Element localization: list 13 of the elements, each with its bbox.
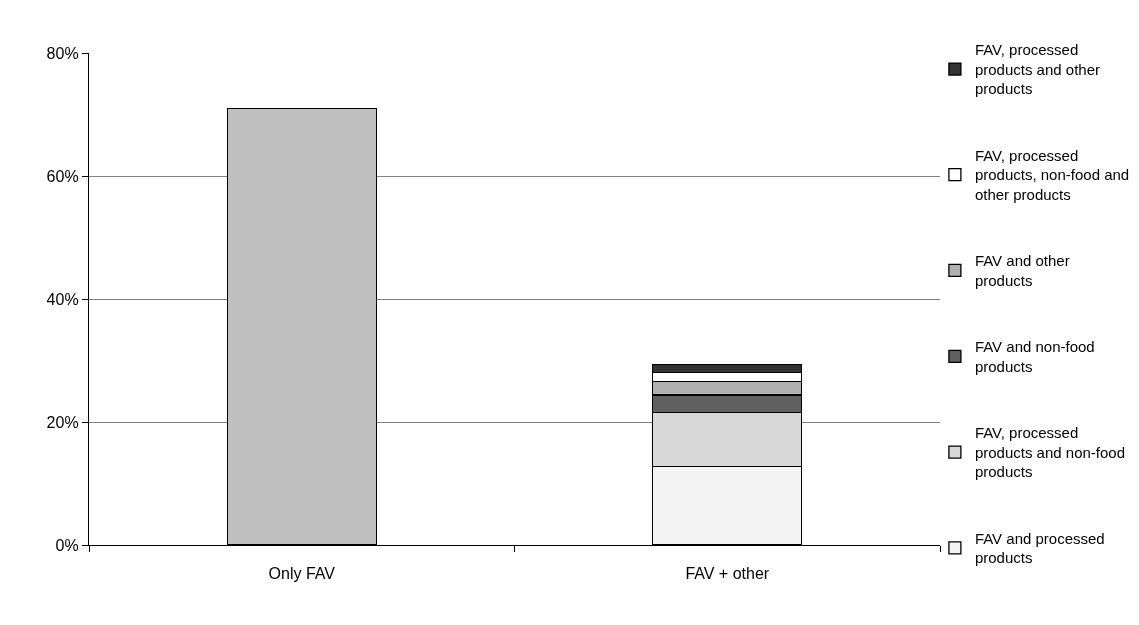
legend-label: FAV, processed products, non-food and other products <box>974 146 1130 203</box>
y-tick-label: 20% <box>46 413 79 431</box>
legend-label: FAV and other products <box>974 252 1070 289</box>
legend-label: FAV and processed products <box>974 529 1105 567</box>
x-tick-label: Only FAV <box>268 565 336 583</box>
legend-label: FAV and non-food products <box>974 338 1095 375</box>
x-tick-label: FAV + other <box>685 565 770 583</box>
y-tick-label: 0% <box>55 536 79 554</box>
legend-label: FAV, processed products and other products <box>974 41 1100 98</box>
y-tick-label: 60% <box>46 167 79 185</box>
legend-label: FAV, processed products and non-food products <box>974 424 1126 481</box>
y-tick-label: 80% <box>46 44 79 62</box>
y-tick-label: 40% <box>46 290 79 308</box>
